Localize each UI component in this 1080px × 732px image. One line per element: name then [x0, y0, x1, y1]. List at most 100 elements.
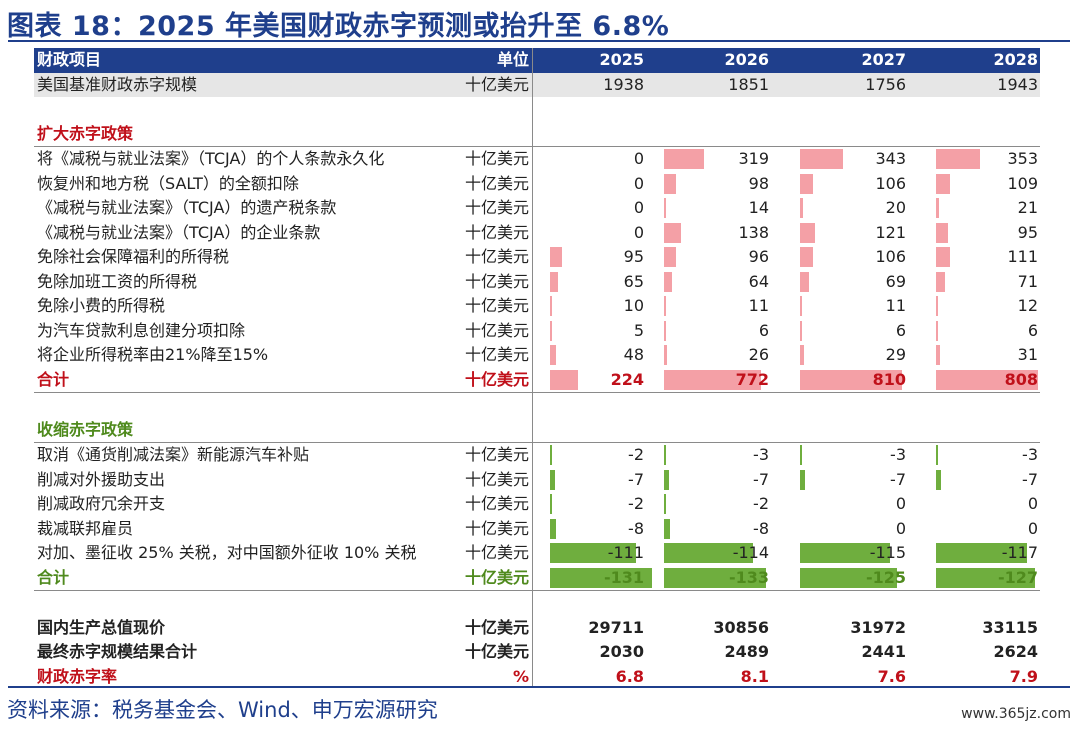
- value-2028: 109: [1007, 173, 1038, 193]
- value-2028: 1943: [997, 74, 1038, 94]
- watermark: www.365jz.com: [961, 706, 1071, 722]
- value-2028: -127: [997, 567, 1038, 587]
- value-bar-2028: [936, 369, 1038, 390]
- value-2027: -7: [890, 469, 906, 489]
- value-bar-2025: [550, 369, 579, 390]
- value-bar-2025: [550, 494, 552, 514]
- value-bar-2027: [800, 247, 814, 267]
- row-label: 将《减税与就业法案》（TCJA）的个人条款永久化: [37, 149, 385, 168]
- value-2025: 65: [623, 271, 644, 291]
- value-bar-2028: [936, 345, 940, 365]
- row-unit: 十亿美元: [464, 469, 529, 489]
- expand-policy-row: 免除社会保障福利的所得税 十亿美元 95 96 106 111: [34, 245, 1040, 270]
- value-2026: 1851: [728, 74, 769, 94]
- gdp-row: 国内生产总值现价 十亿美元 29711 30856 31972 33115: [34, 616, 1040, 641]
- value-2028: 808: [1004, 369, 1038, 389]
- value-2027: 6: [895, 320, 906, 340]
- value-2026: -3: [753, 445, 769, 464]
- value-2027: 7.6: [877, 666, 906, 686]
- value-bar-2027: [800, 469, 806, 490]
- value-2026: 772: [735, 369, 769, 389]
- value-bar-2027: [800, 173, 814, 194]
- value-2025: -2: [628, 494, 644, 513]
- value-bar-2027: [800, 296, 802, 316]
- expand-total-row: 合计 十亿美元 224 772 810 808: [34, 368, 1040, 393]
- value-bar-2027: [800, 543, 890, 563]
- value-2026: 2489: [724, 642, 769, 661]
- header-year-2025: 2025: [599, 50, 644, 69]
- row-label: 取消《通货削减法案》新能源汽车补贴: [37, 445, 310, 464]
- value-2026: -114: [732, 543, 769, 562]
- value-2025: 224: [610, 369, 644, 389]
- value-bar-2026: [664, 173, 677, 194]
- row-label: 合计: [37, 567, 70, 587]
- value-bar-2025: [550, 567, 652, 588]
- expand-rows: 将《减税与就业法案》（TCJA）的个人条款永久化 十亿美元 0 319 343 353 恢复…: [34, 147, 1040, 368]
- row-label: 合计: [37, 369, 70, 389]
- header-year-2026: 2026: [724, 50, 769, 69]
- row-label: 将企业所得税率由21%降至15%: [37, 345, 269, 364]
- value-bar-2025: [550, 320, 552, 341]
- value-bar-2026: [664, 469, 670, 490]
- expand-policy-row: 《减税与就业法案》（TCJA）的企业条款 十亿美元 0 138 121 95: [34, 221, 1040, 246]
- value-2025: 48: [623, 345, 644, 364]
- row-label: 财政赤字率: [37, 666, 118, 686]
- section-label: 扩大赤字政策: [37, 123, 134, 143]
- value-bar-2026: [664, 198, 666, 218]
- value-bar-2028: [936, 296, 938, 316]
- value-2026: 6: [758, 320, 769, 340]
- expand-policy-row: 为汽车贷款利息创建分项扣除 十亿美元 5 6 6 6: [34, 319, 1040, 344]
- source-note: 资料来源：税务基金会、Wind、申万宏源研究: [7, 698, 438, 722]
- value-bar-2028: [936, 149, 981, 169]
- row-unit: 十亿美元: [464, 74, 529, 94]
- header-item: 财政项目: [37, 50, 102, 69]
- value-bar-2025: [550, 345, 557, 365]
- expand-section-header: 扩大赤字政策: [34, 122, 1040, 147]
- row-label: 国内生产总值现价: [37, 617, 166, 637]
- value-bar-2026: [664, 247, 677, 267]
- row-label: 最终赤字规模结果合计: [37, 642, 198, 661]
- row-label: 恢复州和地方税（SALT）的全额扣除: [37, 173, 299, 193]
- value-bar-2027: [800, 320, 802, 341]
- value-2027: 29: [885, 345, 906, 364]
- value-bar-2027: [800, 149, 844, 169]
- value-bar-2026: [664, 445, 667, 465]
- row-unit: 十亿美元: [464, 296, 529, 315]
- row-unit: 十亿美元: [464, 198, 529, 217]
- deficit-table: 财政项目 单位 2025 2026 2027 2028 美国基准财政赤字规模 十…: [34, 48, 1040, 689]
- row-label: 免除小费的所得税: [37, 296, 166, 315]
- value-2027: -3: [890, 445, 906, 464]
- row-unit: %: [512, 666, 529, 686]
- value-bar-2026: [664, 543, 753, 563]
- value-bar-2027: [800, 369, 902, 390]
- value-bar-2025: [550, 518, 557, 539]
- value-2028: 0: [1027, 494, 1038, 513]
- value-2026: -133: [728, 567, 769, 587]
- row-label: 削减政府冗余开支: [37, 494, 166, 513]
- value-bar-2028: [936, 271, 945, 292]
- value-bar-2028: [936, 567, 1035, 588]
- value-bar-2028: [936, 469, 942, 490]
- value-bar-2027: [800, 198, 803, 218]
- expand-policy-row: 免除加班工资的所得税 十亿美元 65 64 69 71: [34, 270, 1040, 295]
- row-unit: 十亿美元: [464, 567, 529, 587]
- value-bar-2027: [800, 345, 804, 365]
- value-bar-2027: [800, 445, 803, 465]
- value-bar-2025: [550, 445, 552, 465]
- value-2028: -117: [1001, 543, 1038, 562]
- row-label: 《减税与就业法案》（TCJA）的企业条款: [37, 222, 321, 242]
- value-2026: 30856: [713, 617, 769, 637]
- value-2027: 2441: [861, 642, 906, 661]
- value-2025: 2030: [599, 642, 644, 661]
- final-deficit-row: 最终赤字规模结果合计 十亿美元 2030 2489 2441 2624: [34, 640, 1040, 665]
- deficit-rate-row: 财政赤字率 % 6.8 8.1 7.6 7.9: [34, 665, 1040, 690]
- row-label: 对加、墨征收 25% 关税，对中国额外征收 10% 关税: [37, 543, 417, 562]
- value-2027: 810: [872, 369, 906, 389]
- value-2025: 1938: [603, 74, 644, 94]
- row-label: 为汽车贷款利息创建分项扣除: [37, 320, 246, 340]
- row-unit: 十亿美元: [464, 642, 529, 661]
- value-2026: 98: [748, 173, 769, 193]
- value-2026: -8: [753, 518, 769, 538]
- row-label: 削减对外援助支出: [37, 469, 166, 489]
- value-2027: -115: [869, 543, 906, 562]
